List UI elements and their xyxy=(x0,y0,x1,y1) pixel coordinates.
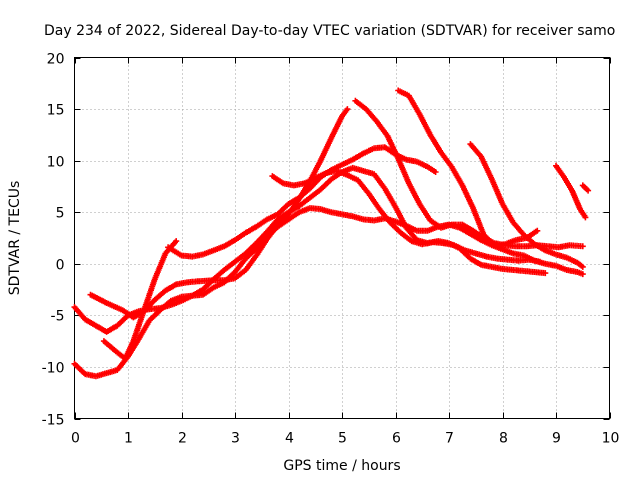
plus-markers xyxy=(352,97,586,251)
plus-markers xyxy=(87,106,351,321)
plus-markers xyxy=(395,87,541,249)
x-tick-label: 7 xyxy=(445,431,454,447)
series-arc-3 xyxy=(87,106,351,321)
plus-markers xyxy=(165,144,439,260)
series-arc-8 xyxy=(395,87,541,249)
y-tick-label: -15 xyxy=(42,413,65,429)
series-arc-10 xyxy=(553,162,589,221)
x-tick-label: 5 xyxy=(338,431,347,447)
x-tick-label: 3 xyxy=(231,431,240,447)
y-tick-label: 5 xyxy=(56,206,65,222)
y-tick-label: 10 xyxy=(47,155,65,171)
y-tick-labels: -15 -10 -5 0 5 10 15 20 xyxy=(42,52,65,429)
series-arc-4 xyxy=(100,238,180,362)
plus-markers xyxy=(269,168,543,265)
plus-markers xyxy=(579,182,592,194)
series-arc-9 xyxy=(467,141,586,270)
y-tick-label: 0 xyxy=(56,258,65,274)
axis-ticks xyxy=(74,57,611,420)
x-axis-label: GPS time / hours xyxy=(283,458,400,474)
x-tick-label: 4 xyxy=(285,431,294,447)
x-tick-label: 1 xyxy=(124,431,133,447)
y-tick-label: 20 xyxy=(47,52,65,68)
x-tick-label: 0 xyxy=(71,431,80,447)
x-tick-label: 2 xyxy=(178,431,187,447)
plus-markers xyxy=(100,238,180,362)
x-tick-labels: 0 1 2 3 4 5 6 7 8 9 10 xyxy=(71,431,619,447)
chart-title: Day 234 of 2022, Sidereal Day-to-day VTE… xyxy=(44,23,615,39)
x-tick-label: 9 xyxy=(552,431,561,447)
data-series xyxy=(71,87,592,380)
y-axis-label: SDTVAR / TECUs xyxy=(7,181,23,296)
series-arc-6 xyxy=(269,168,543,265)
plus-markers xyxy=(553,162,589,221)
series-arc-5 xyxy=(165,144,439,260)
y-tick-label: -10 xyxy=(42,361,65,377)
x-tick-label: 8 xyxy=(499,431,508,447)
x-tick-label: 10 xyxy=(602,431,620,447)
y-tick-label: -5 xyxy=(51,309,65,325)
series-arc-7 xyxy=(352,97,586,251)
y-tick-label: 15 xyxy=(47,103,65,119)
x-tick-label: 6 xyxy=(392,431,401,447)
plus-markers xyxy=(467,141,586,270)
series-arc-11 xyxy=(579,182,592,194)
